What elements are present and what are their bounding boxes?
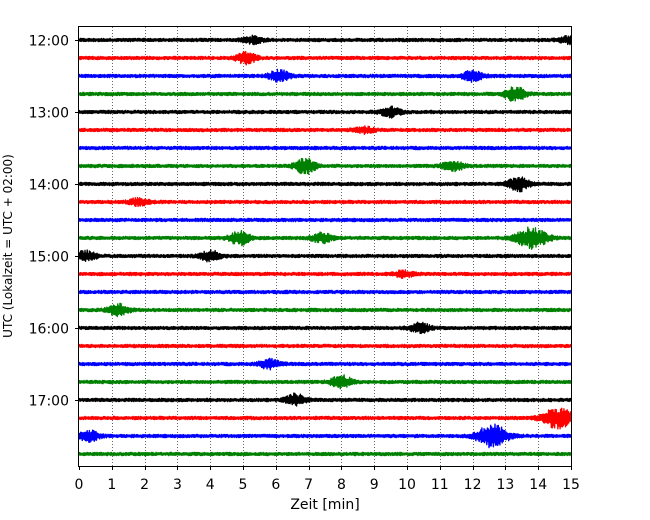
seismic-trace [78, 176, 572, 193]
seismic-trace [78, 226, 572, 250]
y-tick-label: 14:00 [29, 178, 69, 194]
y-axis-ticks: 12:00 13:00 14:00 15:00 16:00 17:00 [29, 34, 79, 410]
seismic-trace [78, 321, 572, 335]
seismic-trace [78, 374, 572, 390]
seismic-traces [78, 34, 572, 457]
x-axis-ticks: 0 1 2 3 4 5 6 7 8 9 10 11 12 13 14 15 [75, 466, 580, 493]
x-tick-label: 9 [370, 477, 379, 493]
x-tick-label: 1 [107, 477, 116, 493]
y-tick-label: 17:00 [29, 394, 69, 410]
x-axis-label: Zeit [min] [290, 497, 359, 513]
x-tick-label: 12 [464, 477, 482, 493]
seismic-trace [78, 289, 572, 295]
grid-lines [112, 27, 539, 466]
y-tick-label: 13:00 [29, 106, 69, 122]
x-tick-label: 15 [562, 477, 580, 493]
x-tick-label: 4 [206, 477, 215, 493]
y-tick-label: 16:00 [29, 322, 69, 338]
x-tick-label: 3 [173, 477, 182, 493]
seismic-trace [78, 392, 572, 407]
x-tick-label: 8 [337, 477, 346, 493]
seismic-trace [78, 357, 572, 371]
x-tick-label: 14 [529, 477, 547, 493]
seismic-trace [78, 196, 572, 208]
x-tick-label: 2 [140, 477, 149, 493]
seismic-trace [78, 217, 572, 223]
seismic-trace [78, 86, 572, 102]
plot-frame [78, 26, 572, 467]
seismic-trace [78, 68, 572, 83]
seismic-trace [78, 34, 572, 46]
seismic-trace [78, 407, 572, 430]
seismic-trace [78, 302, 572, 318]
y-axis-label: UTC (Lokalzeit = UTC + 02:00) [1, 154, 15, 338]
seismic-trace [78, 423, 572, 449]
x-tick-label: 11 [431, 477, 449, 493]
x-tick-label: 13 [496, 477, 514, 493]
x-tick-label: 5 [239, 477, 248, 493]
x-tick-label: 6 [271, 477, 280, 493]
y-tick-label: 15:00 [29, 250, 69, 266]
y-tick-label: 12:00 [29, 34, 69, 50]
x-tick-label: 7 [304, 477, 313, 493]
seismic-trace [78, 145, 572, 151]
x-tick-label: 10 [398, 477, 416, 493]
seismic-trace [78, 157, 572, 175]
seismic-trace [78, 451, 572, 457]
seismic-trace [78, 269, 572, 279]
x-tick-label: 0 [75, 477, 84, 493]
seismic-trace [78, 125, 572, 136]
seismic-trace [78, 105, 572, 119]
seismic-trace [78, 343, 572, 349]
seismic-trace [78, 249, 572, 263]
seismic-trace [78, 50, 572, 66]
